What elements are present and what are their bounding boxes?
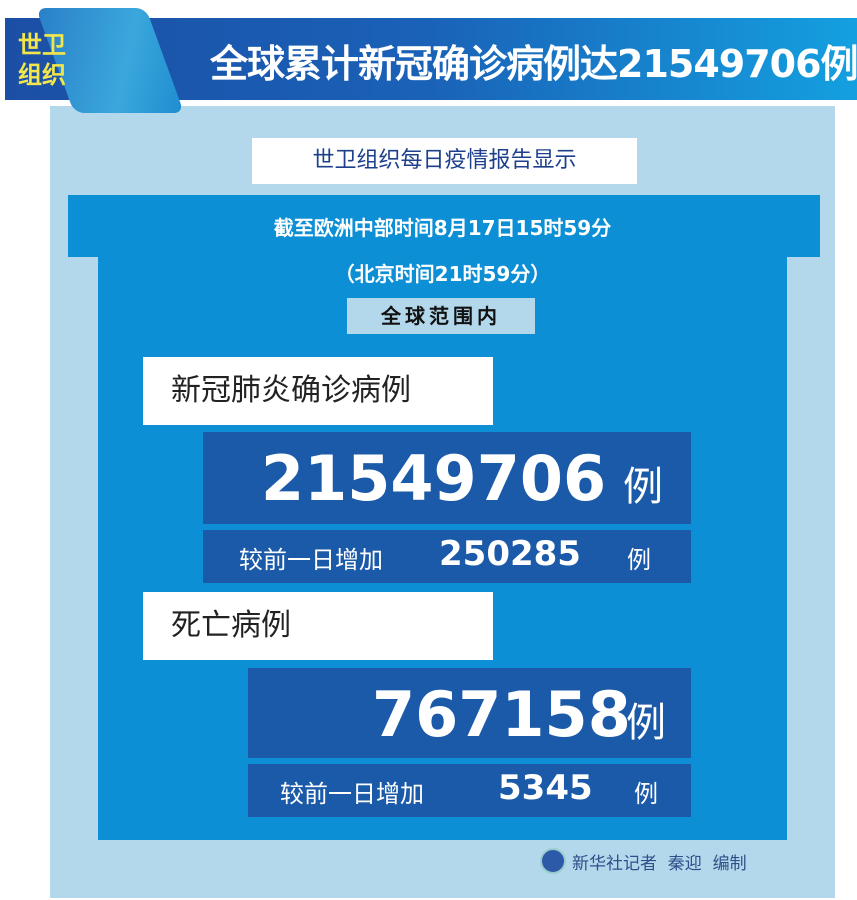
cases-increase-box: 较前一日增加 250285 例	[203, 530, 691, 583]
deaths-increase-box: 较前一日增加 5345 例	[248, 764, 691, 817]
cases-increase-label: 较前一日增加	[239, 546, 383, 574]
deaths-increase-unit: 例	[634, 780, 658, 808]
credit-text: 新华社记者 秦迎 编制	[572, 853, 747, 874]
cases-increase-unit: 例	[627, 546, 651, 574]
time-beijing: （北京时间21时59分）	[334, 262, 551, 286]
badge-line-2: 组织	[18, 61, 66, 89]
deaths-total: 767158	[372, 678, 631, 751]
subtitle: 世卫组织每日疫情报告显示	[252, 138, 637, 184]
page-title: 全球累计新冠确诊病例达21549706例	[210, 42, 857, 86]
cases-total-box: 21549706 例	[203, 432, 691, 524]
cases-total: 21549706	[261, 442, 607, 515]
deaths-total-box: 767158 例	[248, 668, 691, 758]
credit: 新华社记者 秦迎 编制	[540, 848, 747, 874]
time-band	[68, 195, 820, 257]
who-badge: 世卫 组织	[12, 30, 72, 90]
badge-line-1: 世卫	[18, 31, 66, 59]
time-cet: 截至欧洲中部时间8月17日15时59分	[273, 216, 612, 240]
deaths-increase-label: 较前一日增加	[280, 780, 424, 808]
cases-unit: 例	[623, 464, 663, 510]
scope-label: 全球范围内	[347, 298, 535, 334]
deaths-label: 死亡病例	[143, 592, 493, 660]
deaths-increase: 5345	[498, 768, 593, 808]
deaths-unit: 例	[626, 700, 666, 746]
xinhua-logo-icon	[540, 848, 566, 874]
cases-increase: 250285	[439, 534, 581, 574]
cases-label: 新冠肺炎确诊病例	[143, 357, 493, 425]
